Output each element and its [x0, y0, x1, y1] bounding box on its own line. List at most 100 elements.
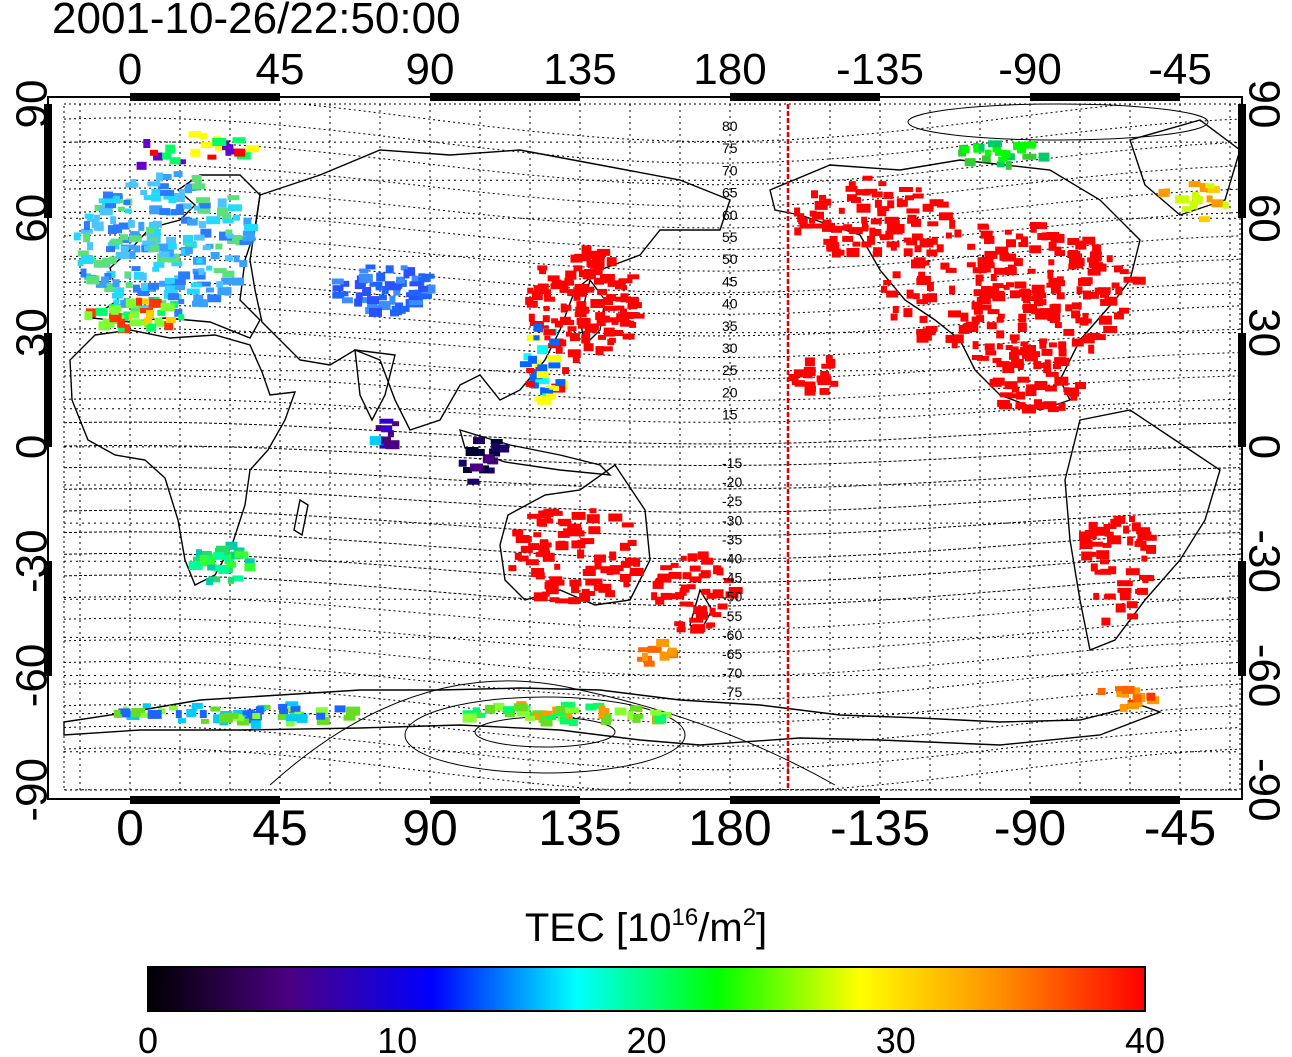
tec-cell — [633, 558, 641, 567]
tec-cell — [591, 270, 603, 276]
lon-bottom-label: -90 — [994, 800, 1066, 856]
tec-cell — [912, 193, 924, 199]
lat-left-label: -90 — [8, 758, 57, 822]
tec-cell — [103, 191, 113, 199]
tec-cell — [142, 285, 153, 291]
tec-cell — [701, 557, 714, 565]
tec-cell — [581, 245, 592, 254]
tec-cell — [804, 388, 816, 396]
tec-cell — [544, 296, 556, 302]
tec-cell — [1089, 262, 1103, 269]
tec-cell — [819, 387, 830, 395]
tec-cell — [667, 647, 677, 657]
tec-cell — [529, 321, 544, 326]
tec-cell — [927, 221, 939, 227]
tec-cell — [693, 606, 708, 615]
tec-cell — [1075, 382, 1086, 389]
lon-bottom-label: 45 — [252, 800, 308, 856]
tec-cell — [1016, 349, 1028, 356]
tec-cell — [123, 199, 131, 205]
tec-cell — [143, 139, 151, 148]
tec-cell — [227, 195, 240, 201]
tec-cell — [997, 313, 1005, 319]
tec-cell — [1104, 531, 1114, 537]
colorbar-tick-label: 20 — [626, 1020, 666, 1057]
tec-cell — [647, 645, 662, 653]
tec-cell — [620, 560, 631, 568]
tec-cell — [1007, 361, 1021, 367]
tec-cell — [700, 570, 711, 578]
tec-cell — [512, 529, 524, 537]
tec-cell — [1063, 387, 1070, 393]
tec-cell — [654, 714, 667, 724]
tec-cell — [1011, 338, 1018, 344]
tec-cell — [1125, 581, 1133, 587]
tec-cell — [503, 706, 515, 715]
tec-cell — [1031, 284, 1045, 294]
tec-cell — [848, 181, 856, 191]
tec-cell — [1103, 524, 1117, 529]
tec-cell — [117, 206, 125, 212]
tec-cell — [972, 267, 987, 274]
tec-cell — [931, 236, 938, 245]
tec-cell — [992, 358, 1002, 363]
tec-cell — [143, 195, 155, 201]
tec-cell — [1133, 694, 1142, 703]
tec-cell — [206, 287, 214, 293]
tec-cell — [181, 216, 191, 224]
tec-cell — [168, 194, 177, 204]
tec-cell — [1063, 328, 1075, 336]
tec-cell — [1076, 286, 1083, 295]
tec-cell — [689, 565, 701, 572]
tec-cell — [87, 242, 94, 251]
frame-bar-bottom — [430, 796, 580, 804]
tec-cell — [607, 281, 617, 287]
tec-cell — [814, 200, 828, 210]
tec-cell — [342, 291, 349, 297]
tec-cell — [574, 290, 587, 297]
lat-right-label: 90 — [1240, 80, 1289, 129]
tec-cell — [465, 447, 479, 456]
coast-asia — [249, 149, 731, 431]
tec-cell — [922, 293, 929, 302]
tec-cell — [110, 216, 117, 225]
tec-cell — [478, 712, 486, 718]
coast-india — [354, 349, 396, 422]
tec-cell — [541, 710, 553, 716]
lat-right-label: 60 — [1240, 194, 1289, 243]
tec-cell — [717, 603, 728, 610]
tec-cell — [576, 301, 587, 308]
tec-cell — [1038, 152, 1050, 162]
tec-cell — [1017, 147, 1027, 154]
tec-cell — [1043, 367, 1052, 374]
tec-cell — [725, 591, 739, 599]
tec-cell — [233, 710, 247, 717]
tec-cell — [1136, 538, 1144, 544]
tec-cell — [188, 561, 203, 571]
tec-cell — [86, 275, 100, 285]
tec-cell — [392, 421, 400, 427]
tec-cell — [149, 205, 163, 215]
lat-right-label: 30 — [1240, 308, 1289, 357]
tec-cell — [378, 294, 387, 301]
tec-cell — [418, 285, 429, 292]
tec-cell — [1111, 282, 1120, 289]
tec-cell — [152, 266, 160, 272]
contour-label: 70 — [722, 162, 738, 178]
tec-cell — [885, 230, 894, 240]
tec-cell — [1043, 401, 1057, 409]
tec-cell — [190, 282, 202, 288]
tec-cell — [315, 707, 328, 717]
tec-cell — [1035, 402, 1050, 410]
tec-cell — [537, 283, 549, 291]
tec-cell — [906, 240, 918, 246]
tec-cell — [606, 294, 617, 302]
tec-cell — [954, 229, 962, 238]
tec-cell — [1096, 550, 1110, 560]
tec-cell — [706, 592, 717, 599]
tec-cell — [577, 323, 589, 329]
tec-cell — [976, 355, 989, 361]
contour-label: 45 — [722, 273, 738, 289]
tec-cell — [1068, 257, 1075, 267]
tec-cell — [912, 293, 920, 300]
